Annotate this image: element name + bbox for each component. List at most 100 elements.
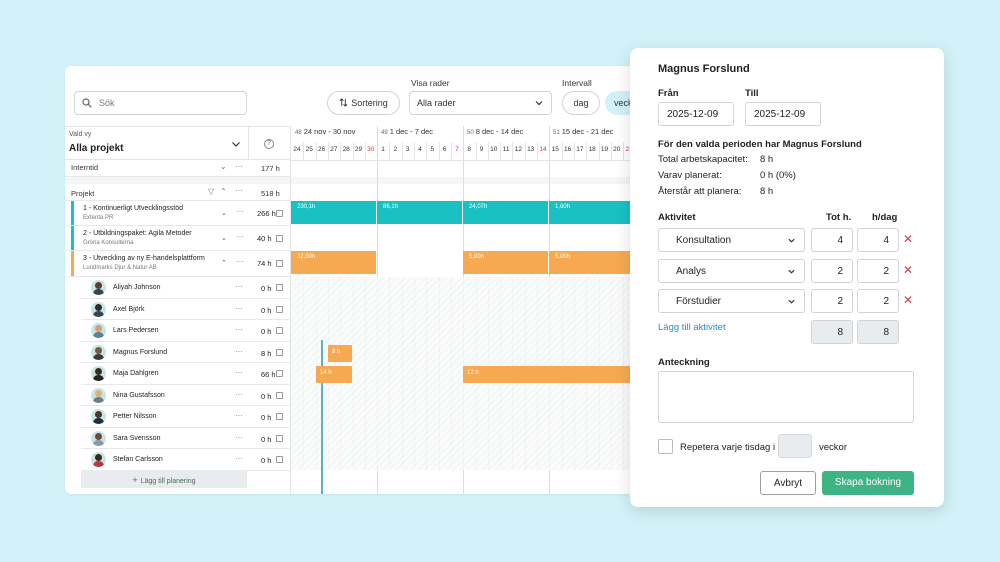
person-row[interactable]: Petter Nilsson ··· 0 h <box>81 406 290 428</box>
total-hours-input[interactable]: 2 <box>811 259 853 283</box>
internal-time-row[interactable]: Interntid ⌄ ··· 177 h <box>65 160 290 177</box>
booking-bar[interactable]: 5,00h <box>463 251 548 274</box>
booking-bar[interactable]: 230,1h <box>291 201 376 224</box>
more-options-icon[interactable]: ··· <box>236 207 244 216</box>
week-number: 50 <box>467 130 474 136</box>
notes-textarea[interactable] <box>658 371 914 423</box>
chevron-down-icon[interactable]: ⌄ <box>221 210 227 217</box>
person-booking-bar[interactable]: 8 h <box>328 345 352 362</box>
person-row[interactable]: Maja Dahlgren ··· 66 h <box>81 363 290 385</box>
project-row[interactable]: 1 - Kontinuerligt Utvecklingsstöd Extent… <box>65 201 290 226</box>
booking-bar[interactable]: 86,1h <box>377 201 462 224</box>
booking-bar[interactable]: 32,00h <box>291 251 376 274</box>
person-booking-bar[interactable]: 14 h <box>316 366 352 383</box>
day-label: 26 <box>317 146 326 153</box>
booking-bar[interactable]: 1,60h <box>549 201 645 224</box>
more-options-icon[interactable]: ··· <box>236 257 244 266</box>
booking-bar[interactable]: 5,00h <box>549 251 645 274</box>
chevron-up-icon[interactable]: ⌃ <box>220 187 227 196</box>
avatar <box>91 409 106 424</box>
cancel-button[interactable]: Avbryt <box>760 471 816 495</box>
more-options-icon[interactable]: ··· <box>235 282 243 291</box>
chevron-down-icon[interactable]: ⌄ <box>221 235 227 242</box>
add-activity-link[interactable]: Lägg till aktivitet <box>658 322 726 333</box>
projects-header-row: Projekt ▽ ⌃ ··· 518 h <box>65 184 290 201</box>
from-date-field[interactable]: 2025-12-09 <box>658 102 734 126</box>
hours-per-day-input[interactable]: 4 <box>857 228 899 252</box>
day-label: 2 <box>393 146 398 153</box>
total-hours-input[interactable]: 2 <box>811 289 853 313</box>
calendar-icon[interactable] <box>276 305 283 313</box>
filter-icon[interactable]: ▽ <box>208 187 215 196</box>
calendar-icon[interactable] <box>276 413 283 420</box>
sum-total-hours: 8 <box>811 320 853 344</box>
day-label: 17 <box>576 146 584 153</box>
week-range: 1 dec - 7 dec <box>389 127 434 136</box>
calendar-icon[interactable] <box>276 370 283 377</box>
grid-line <box>315 142 317 160</box>
delete-icon[interactable]: ✕ <box>903 232 914 246</box>
chevron-down-icon[interactable]: ⌄ <box>220 162 227 171</box>
person-row[interactable]: Axel Björk ··· 0 h <box>81 299 290 320</box>
calendar-icon[interactable] <box>276 391 283 399</box>
grid-line <box>414 142 415 160</box>
calendar-icon[interactable] <box>276 210 283 217</box>
repeat-checkbox[interactable] <box>658 439 673 454</box>
more-options-icon[interactable]: ··· <box>235 432 243 442</box>
calendar-icon[interactable] <box>276 284 283 291</box>
calendar-icon[interactable] <box>276 434 283 442</box>
repeat-weeks-input[interactable] <box>778 434 812 458</box>
day-label: 11 <box>502 146 510 153</box>
planned-value: 0 h (0%) <box>760 170 796 181</box>
more-options-icon[interactable]: ··· <box>235 454 243 463</box>
more-options-icon[interactable]: ··· <box>236 232 244 241</box>
more-options-icon[interactable]: ··· <box>235 368 243 377</box>
to-date-field[interactable]: 2025-12-09 <box>745 102 821 126</box>
project-row[interactable]: 2 - Utbildningspaket: Agila Metoder Grön… <box>65 226 290 251</box>
calendar-icon[interactable] <box>276 456 283 463</box>
booking-bar[interactable]: 24,07h <box>463 201 548 224</box>
person-booking-bar[interactable]: 12 h <box>463 366 645 383</box>
person-row[interactable]: Aliyah Johnson ··· 0 h <box>81 277 290 299</box>
activity-select[interactable]: Konsultation <box>658 228 805 252</box>
calendar-icon[interactable] <box>276 327 283 334</box>
activity-select[interactable]: Analys <box>658 259 805 283</box>
sort-button[interactable]: Sortering <box>327 91 400 115</box>
person-row[interactable]: Stefan Carlsson ··· 0 h <box>81 449 290 471</box>
more-options-icon[interactable]: ··· <box>235 346 243 356</box>
add-planning-button[interactable]: + Lägg till planering <box>81 470 247 488</box>
person-row[interactable]: Lars Pedersen ··· 0 h <box>81 320 290 342</box>
total-hours-input[interactable]: 4 <box>811 228 853 252</box>
more-options-icon[interactable]: ··· <box>235 389 243 399</box>
view-selector[interactable]: Vald vy Alla projekt <box>65 126 248 160</box>
calendar-icon[interactable] <box>276 260 283 267</box>
rows-select[interactable]: Alla rader <box>409 91 552 115</box>
perday-column-header: h/dag <box>872 212 898 223</box>
calendar-icon[interactable] <box>276 235 283 242</box>
activity-select[interactable]: Förstudier <box>658 289 805 313</box>
more-options-icon[interactable]: ··· <box>235 325 243 334</box>
project-row[interactable]: 3 - Utveckling av ny E-handelsplattform … <box>65 251 290 277</box>
delete-icon[interactable]: ✕ <box>903 293 914 307</box>
person-row[interactable]: Nina Gustafsson ··· 0 h <box>81 385 290 406</box>
person-row[interactable]: Sara Svensson ··· 0 h <box>81 428 290 449</box>
search-input[interactable]: Sök <box>74 91 247 115</box>
day-label: 6 <box>442 146 447 153</box>
capacity-heading: För den valda perioden har Magnus Forslu… <box>658 139 862 150</box>
person-row[interactable]: Magnus Forslund ··· 8 h <box>81 342 290 363</box>
day-label: 9 <box>479 146 484 153</box>
help-icon[interactable]: ? <box>264 139 274 149</box>
calendar-icon[interactable] <box>276 348 283 356</box>
hours-per-day-input[interactable]: 2 <box>857 289 899 313</box>
interval-day-button[interactable]: dag <box>562 91 600 115</box>
grid-line <box>450 142 452 160</box>
planning-app: Sök Sortering Visa rader Alla rader Inte… <box>65 66 645 494</box>
hours-per-day-input[interactable]: 2 <box>857 259 899 283</box>
delete-icon[interactable]: ✕ <box>903 263 914 277</box>
more-options-icon[interactable]: ··· <box>235 411 243 420</box>
more-options-icon[interactable]: ··· <box>235 303 243 313</box>
more-options-icon[interactable]: ··· <box>235 162 243 171</box>
create-booking-button[interactable]: Skapa bokning <box>822 471 914 495</box>
chevron-up-icon[interactable]: ⌃ <box>221 260 227 267</box>
more-options-icon[interactable]: ··· <box>235 186 243 195</box>
